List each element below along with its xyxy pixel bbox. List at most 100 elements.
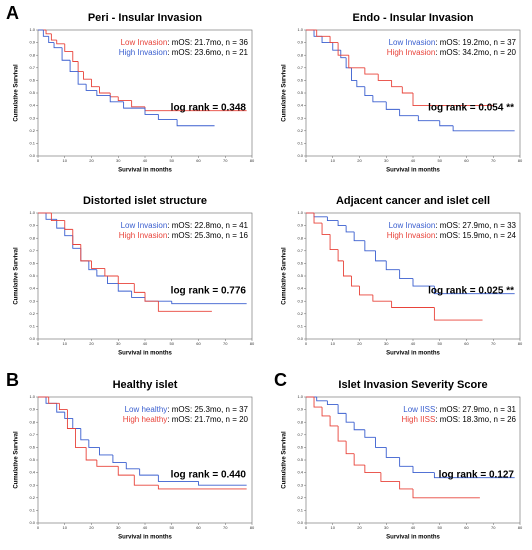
legend-entry: High Invasion: mOS: 25.3mo, n = 16	[119, 231, 249, 240]
survival-step	[72, 229, 81, 245]
x-tick-label: 20	[357, 158, 362, 163]
survival-step	[131, 291, 145, 298]
x-tick-label: 0	[37, 525, 40, 530]
chart-title: Endo - Insular Invasion	[352, 12, 473, 24]
x-axis-label: Survival in months	[386, 535, 440, 541]
survival-step	[385, 260, 400, 271]
survival-step	[45, 397, 57, 404]
survival-step	[45, 213, 57, 220]
legend-entry: High Invasion: mOS: 34.2mo, n = 20	[387, 48, 517, 57]
log-rank: log rank = 0.776	[171, 286, 247, 297]
survival-step	[56, 403, 65, 413]
survival-step	[412, 466, 435, 474]
survival-step	[316, 30, 331, 37]
panel-label: C	[274, 370, 287, 390]
legend-entry: High Invasion: mOS: 23.6mo, n = 21	[119, 48, 249, 57]
panel-label: A	[6, 3, 19, 23]
survival-step	[343, 260, 352, 277]
survival-step	[417, 115, 440, 122]
survival-step	[345, 441, 355, 455]
x-tick-label: 30	[116, 158, 121, 163]
x-tick-label: 70	[223, 525, 228, 530]
y-tick-label: 0.2	[297, 495, 303, 500]
y-tick-label: 0.0	[29, 336, 35, 341]
legend-stats: : mOS: 27.9mo, n = 31	[435, 405, 516, 414]
survival-step	[364, 240, 376, 252]
survival-step	[125, 462, 140, 470]
survival-step	[176, 119, 215, 127]
survival-step	[85, 447, 97, 461]
survival-step	[72, 51, 79, 62]
survival-step	[340, 50, 347, 59]
y-tick-label: 0.2	[297, 128, 303, 133]
y-tick-label: 0.2	[29, 128, 35, 133]
survival-step	[96, 460, 119, 467]
log-rank: log rank = 0.348	[171, 103, 247, 114]
y-tick-label: 0.3	[29, 298, 35, 303]
survival-step	[321, 223, 331, 235]
survival-step	[329, 36, 339, 44]
log-rank: log rank = 0.054 **	[428, 103, 514, 114]
survival-step	[313, 30, 323, 37]
survival-step	[144, 108, 159, 115]
y-tick-label: 0.7	[297, 65, 303, 70]
km-panel: Endo - Insular Invasion 0.0 0.1 0.2 0.3 0.4 0.…	[282, 12, 523, 174]
survival-step	[80, 244, 92, 262]
legend-stats: : mOS: 23.6mo, n = 21	[167, 48, 248, 57]
x-tick-label: 70	[223, 341, 228, 346]
y-tick-label: 0.3	[29, 482, 35, 487]
y-tick-label: 1.0	[29, 27, 35, 32]
survival-step	[198, 481, 247, 486]
survival-step	[345, 225, 355, 233]
x-tick-label: 50	[438, 158, 443, 163]
x-axis-label: Survival in months	[386, 351, 440, 357]
x-tick-label: 40	[143, 341, 148, 346]
y-tick-label: 1.0	[29, 394, 35, 399]
log-rank: log rank = 0.025 **	[428, 286, 514, 297]
x-tick-label: 40	[411, 525, 416, 530]
y-tick-label: 0.1	[29, 140, 35, 145]
survival-step	[313, 397, 323, 408]
legend-name: High Invasion	[119, 231, 167, 240]
x-tick-label: 30	[384, 341, 389, 346]
y-tick-label: 0.9	[297, 223, 303, 228]
x-tick-label: 60	[464, 158, 469, 163]
survival-step	[117, 276, 135, 285]
survival-step	[117, 283, 132, 292]
y-tick-label: 0.0	[297, 520, 303, 525]
y-tick-label: 0.7	[29, 248, 35, 253]
survival-step	[337, 249, 344, 262]
survival-step	[399, 109, 419, 117]
y-tick-label: 0.1	[29, 323, 35, 328]
survival-step	[104, 268, 119, 277]
survival-step	[316, 397, 328, 402]
y-tick-label: 0.2	[29, 311, 35, 316]
survival-step	[412, 93, 494, 107]
legend-entry: Low Invasion: mOS: 27.9mo, n = 33	[389, 221, 517, 230]
y-axis-label: Cumulative Survival	[282, 247, 288, 305]
legend-stats: : mOS: 15.9mo, n = 24	[435, 231, 516, 240]
x-tick-label: 80	[250, 341, 255, 346]
survival-step	[157, 475, 199, 482]
survival-step	[85, 84, 97, 91]
chart-title: Healthy islet	[113, 379, 178, 391]
survival-step	[372, 294, 392, 302]
km-panel: A Peri - Insular Invasion 0.0 0.1 0.2 0.3 0.4 0…	[6, 3, 255, 174]
survival-step	[337, 404, 347, 414]
survival-step	[391, 80, 403, 88]
survival-step	[109, 93, 119, 98]
survival-step	[75, 428, 87, 448]
y-tick-label: 0.8	[297, 52, 303, 57]
y-tick-label: 0.6	[297, 260, 303, 265]
survival-step	[99, 447, 113, 456]
survival-step	[375, 250, 387, 262]
legend-entry: Low Invasion: mOS: 22.8mo, n = 41	[121, 221, 249, 230]
y-tick-label: 0.1	[297, 507, 303, 512]
survival-step	[353, 422, 365, 431]
survival-step	[88, 439, 100, 448]
x-tick-label: 0	[37, 158, 40, 163]
survival-step	[433, 286, 515, 295]
km-panel: Adjacent cancer and islet cell 0.0 0.1 0.2 0…	[282, 195, 523, 357]
x-tick-label: 10	[331, 158, 336, 163]
y-tick-label: 0.9	[29, 223, 35, 228]
